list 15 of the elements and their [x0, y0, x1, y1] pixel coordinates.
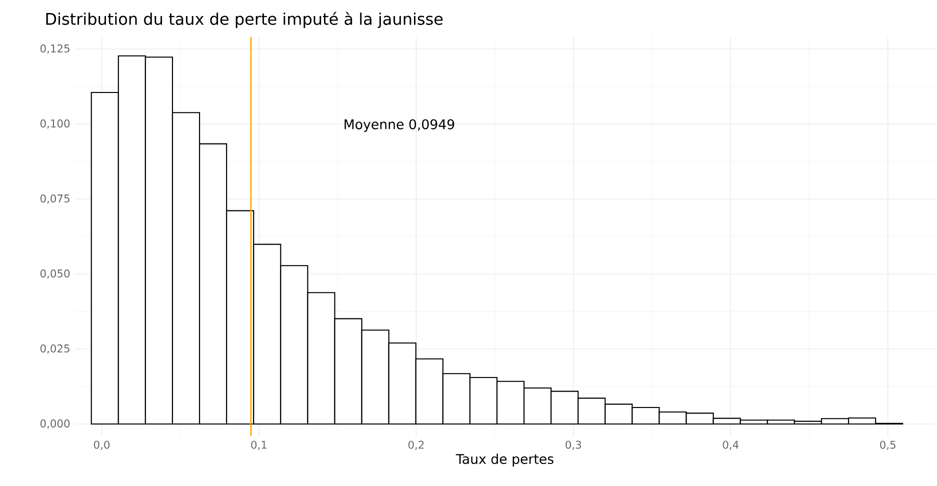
- y-tick-label: 0,075: [40, 194, 70, 204]
- x-tick-label: 0,2: [408, 440, 424, 450]
- x-axis-title: Taux de pertes: [456, 454, 554, 467]
- y-tick-label: 0,000: [40, 419, 70, 429]
- x-tick-label: 0,5: [880, 440, 896, 450]
- y-tick-label: 0,100: [40, 119, 70, 129]
- annotation: Moyenne 0,0949: [344, 119, 454, 132]
- y-tick-label: 0,050: [40, 269, 70, 279]
- x-tick-label: 0,3: [566, 440, 582, 450]
- y-tick-label: 0,125: [40, 44, 70, 54]
- chart-title: Distribution du taux de perte imputé à la jaunisse: [46, 12, 443, 28]
- x-tick-label: 0,4: [722, 440, 739, 450]
- x-tick-label: 0,1: [251, 440, 266, 450]
- x-tick-label: 0,0: [94, 440, 110, 450]
- y-tick-label: 0,025: [40, 344, 70, 354]
